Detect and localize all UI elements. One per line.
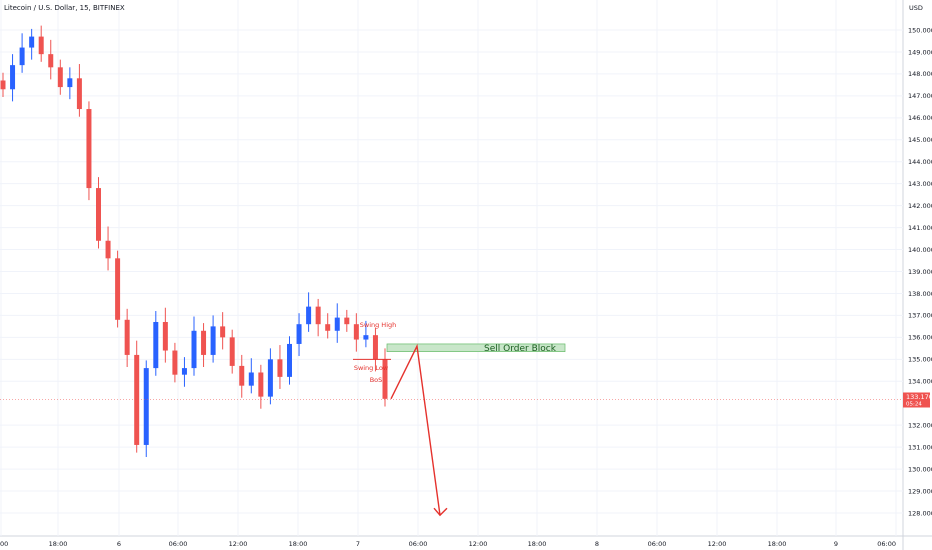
candle-body	[239, 365, 245, 386]
x-tick-label: 12:00	[469, 540, 488, 548]
candle-body	[363, 335, 369, 340]
y-tick-label: 131.000	[908, 443, 932, 451]
y-tick-label: 144.000	[908, 158, 932, 166]
sell-order-block-label: Sell Order Block	[484, 344, 557, 354]
x-tick-label: 06:00	[877, 540, 896, 548]
y-tick-label: 140.000	[908, 246, 932, 254]
y-tick-label: 137.000	[908, 312, 932, 320]
y-tick-label: 150.000	[908, 26, 932, 34]
candle-body	[258, 372, 264, 397]
candle-body	[143, 368, 149, 445]
candle-body	[267, 359, 273, 397]
candle-body	[315, 306, 321, 325]
x-tick-label: 6	[117, 540, 121, 548]
candle-body	[124, 319, 130, 355]
candle-body	[29, 36, 35, 48]
last-price-value: 133.170	[906, 393, 932, 401]
candle-body	[134, 354, 140, 445]
y-tick-label: 146.000	[908, 114, 932, 122]
candle-body	[153, 321, 159, 369]
sell-order-block-zone	[386, 343, 566, 352]
y-tick-label: 147.000	[908, 92, 932, 100]
candle-body	[248, 372, 254, 386]
swing-low-label: Swing Low	[354, 364, 389, 372]
y-tick-label: 149.000	[908, 48, 932, 56]
y-tick-label: 142.000	[908, 202, 932, 210]
candle-body	[210, 326, 216, 355]
y-tick-label: 134.000	[908, 378, 932, 386]
x-tick-label: 06:00	[169, 540, 188, 548]
candle-body	[344, 317, 350, 325]
candle-body	[325, 324, 331, 331]
candle-body	[382, 359, 388, 399]
candle-body	[86, 109, 92, 189]
candle-body	[181, 368, 187, 375]
y-tick-label: 132.000	[908, 421, 932, 429]
chart-symbol-title: Litecoin / U.S. Dollar, 15, BITFINEX	[4, 4, 125, 12]
candle-body	[277, 359, 283, 377]
bos-label: BoS	[370, 376, 383, 384]
y-tick-label: 143.000	[908, 180, 932, 188]
x-tick-label: 18:00	[768, 540, 787, 548]
candle-body	[48, 54, 54, 68]
candle-body	[67, 78, 73, 88]
candle-body	[287, 343, 292, 377]
x-tick-label: 7	[356, 540, 360, 548]
y-tick-label: 141.000	[908, 224, 932, 232]
candle-body	[19, 47, 25, 66]
candle-body	[10, 65, 16, 90]
x-tick-label: 8	[595, 540, 599, 548]
swing-high-label: Swing High	[360, 321, 397, 329]
x-tick-label: 06:00	[648, 540, 667, 548]
x-tick-label: 18:00	[528, 540, 547, 548]
candle-body	[372, 335, 378, 360]
y-tick-label: 139.000	[908, 268, 932, 276]
x-tick-label: 12:00	[229, 540, 248, 548]
x-tick-label: 18:00	[49, 540, 68, 548]
x-tick-label: 00	[0, 540, 8, 548]
candle-body	[96, 188, 101, 241]
candle-body	[57, 67, 63, 88]
candle-body	[172, 350, 178, 375]
y-tick-label: 136.000	[908, 334, 932, 342]
candle-body	[306, 306, 312, 325]
candle-body	[162, 321, 168, 351]
projection-path	[390, 343, 441, 516]
x-tick-label: 06:00	[409, 540, 428, 548]
candle-body	[220, 326, 226, 338]
y-tick-label: 129.000	[908, 487, 932, 495]
y-tick-label: 148.000	[908, 70, 932, 78]
y-tick-label: 138.000	[908, 290, 932, 298]
candle-body	[105, 240, 111, 259]
candle-body	[229, 337, 235, 366]
last-price-countdown: 05:24	[906, 401, 922, 407]
candle-body	[76, 78, 82, 110]
y-tick-label: 135.000	[908, 356, 932, 364]
candle-body	[353, 324, 359, 340]
candle-body	[334, 317, 340, 331]
y-tick-label: 130.000	[908, 465, 932, 473]
price-axis-currency: USD	[909, 4, 923, 12]
y-tick-label: 128.000	[908, 509, 932, 517]
candle-body	[296, 324, 302, 344]
x-tick-label: 12:00	[708, 540, 727, 548]
candle-body	[115, 258, 121, 320]
last-price-badge	[903, 392, 930, 408]
candle-body	[201, 330, 207, 355]
x-tick-label: 18:00	[289, 540, 308, 548]
candle-body	[0, 80, 6, 90]
candle-body	[191, 330, 197, 369]
y-tick-label: 145.000	[908, 136, 932, 144]
candle-body	[38, 36, 44, 55]
projection-arrowhead	[433, 507, 448, 517]
x-tick-label: 9	[834, 540, 838, 548]
